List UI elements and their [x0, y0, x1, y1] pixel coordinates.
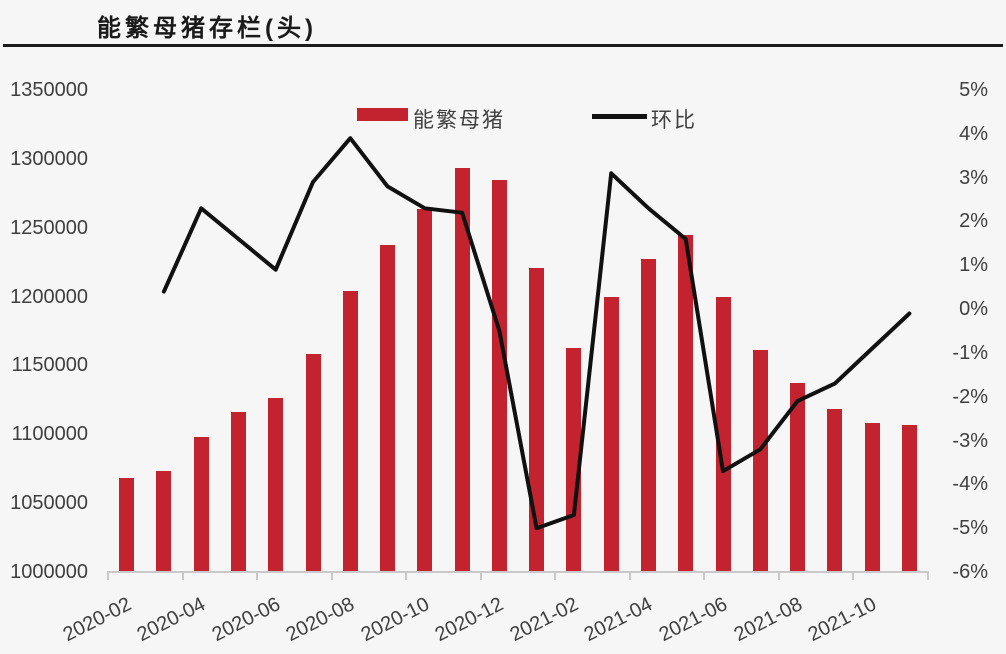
- right-axis-tick: -1%: [952, 341, 988, 364]
- right-axis-tick: -3%: [952, 429, 988, 452]
- bar-2021-11: [901, 425, 917, 572]
- right-axis-tick: -5%: [952, 517, 988, 540]
- bar-2021-05: [678, 234, 694, 572]
- bar-2021-02: [566, 347, 582, 572]
- x-axis-tick-mark: [777, 571, 780, 580]
- x-axis-tick-mark: [107, 571, 109, 580]
- legend-bar-label: 能繁母猪: [413, 109, 505, 132]
- bar-2020-11: [454, 167, 470, 572]
- bar-2020-03: [156, 471, 172, 572]
- left-axis-tick: 1100000: [11, 423, 88, 446]
- x-axis-tick-mark: [405, 571, 408, 580]
- right-axis-tick: 3%: [959, 166, 988, 189]
- bar-2021-06: [715, 297, 731, 572]
- right-axis-tick: 4%: [959, 122, 988, 145]
- left-axis-tick: 1050000: [10, 492, 88, 515]
- left-axis-tick: 1150000: [11, 354, 88, 377]
- x-axis-tick-mark: [628, 571, 631, 580]
- bar-2020-09: [380, 244, 396, 572]
- bar-2020-07: [305, 353, 321, 572]
- bar-2020-05: [230, 411, 246, 572]
- right-axis-tick: 5%: [959, 79, 988, 101]
- bar-2021-10: [864, 423, 880, 572]
- x-axis-tick-mark: [927, 571, 929, 580]
- bar-2020-02: [119, 478, 135, 572]
- bar-2021-01: [529, 268, 545, 572]
- bar-2021-08: [790, 382, 806, 572]
- x-axis-tick-mark: [330, 571, 333, 580]
- bar-2020-08: [342, 291, 358, 572]
- legend-line-swatch: [592, 114, 647, 119]
- right-axis-tick: 2%: [959, 210, 988, 233]
- bar-2021-09: [827, 408, 843, 572]
- right-axis-tick: -4%: [952, 473, 988, 496]
- x-axis-baseline: [107, 571, 929, 573]
- bar-2021-07: [752, 349, 768, 572]
- x-axis-tick-mark: [554, 571, 557, 580]
- x-axis-tick-mark: [703, 571, 706, 580]
- left-axis-tick: 1000000: [10, 561, 88, 583]
- chart-title: 能繁母猪存栏(头): [97, 15, 317, 42]
- right-axis-tick: 0%: [959, 298, 988, 321]
- x-axis-tick-mark: [256, 571, 259, 580]
- bar-2020-12: [491, 179, 507, 572]
- legend-line-label: 环比: [651, 109, 697, 132]
- left-axis-tick: 1200000: [10, 285, 88, 308]
- bar-2020-10: [417, 209, 433, 572]
- x-axis-tick-mark: [479, 571, 482, 580]
- bar-2020-06: [268, 398, 284, 572]
- left-axis-tick: 1250000: [10, 216, 88, 239]
- left-axis-tick: 1300000: [10, 147, 88, 170]
- right-axis-tick: -2%: [952, 385, 988, 408]
- legend-bar-swatch: [357, 108, 408, 121]
- right-axis-tick: 1%: [959, 254, 988, 277]
- x-axis-tick-mark: [181, 571, 184, 580]
- bar-2020-04: [193, 437, 209, 572]
- bar-2021-03: [603, 297, 619, 572]
- right-axis-tick: -6%: [952, 561, 988, 583]
- x-axis-tick-mark: [852, 571, 855, 580]
- left-axis-tick: 1350000: [10, 79, 88, 101]
- bar-2021-04: [640, 259, 656, 572]
- title-underline: [3, 44, 1003, 47]
